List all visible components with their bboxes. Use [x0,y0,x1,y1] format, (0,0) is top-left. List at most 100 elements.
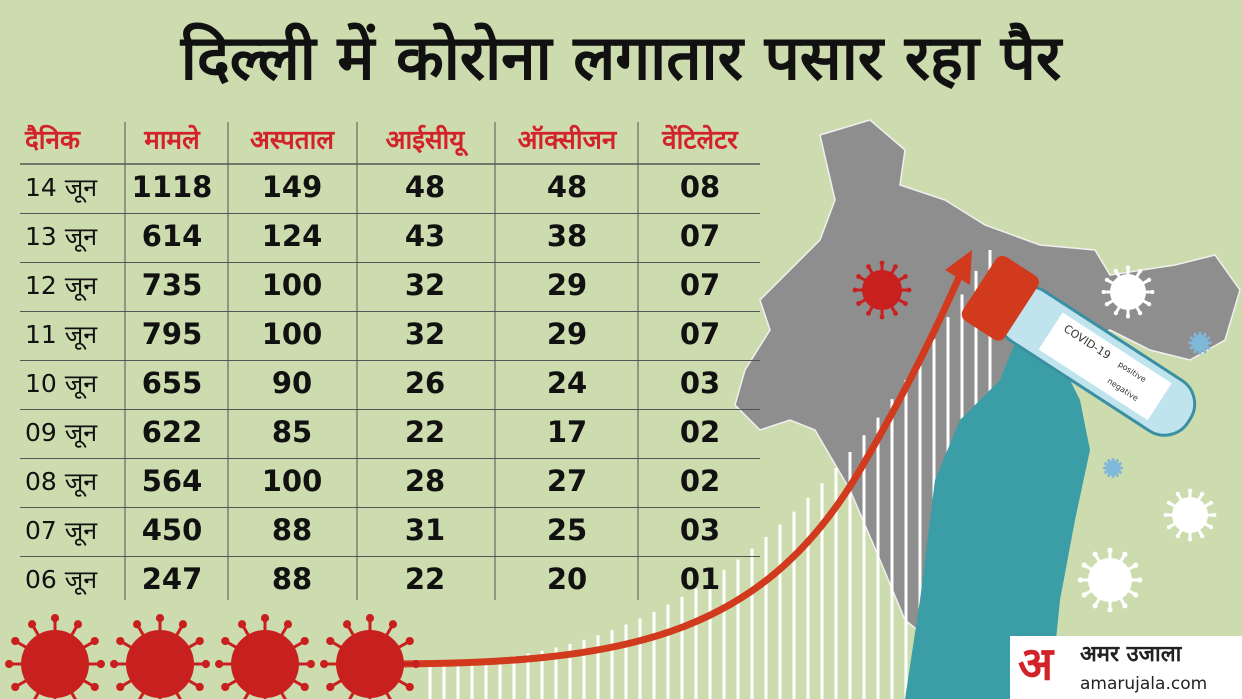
value-cell: 100 [262,268,323,302]
virus-tip [96,659,105,669]
logo-mark: अ [1018,637,1055,691]
virus-tip [1104,301,1110,307]
value-cell: 02 [680,464,720,498]
virus-tip [73,620,83,629]
virus-body [1088,558,1132,602]
header-cell: मामले [143,125,201,156]
date-cell: 14 जून [25,173,98,203]
table: दैनिक मामले अस्पताल आईसीयू ऑक्सीजन वेंटिलेटर 1… [20,122,760,600]
virus-tip [1166,500,1172,506]
logo-url: amarujala.com [1080,674,1207,694]
virus-tip [1150,289,1155,295]
value-cell: 07 [680,268,720,302]
value-cell: 43 [405,219,445,253]
value-cell: 31 [405,513,445,547]
date-cell: 06 जून [25,565,98,595]
virus-body [1106,461,1120,475]
virus-tip [1107,458,1110,461]
value-cell: 24 [547,366,587,400]
virus-tip [1212,512,1217,518]
virus-tip [1092,603,1098,609]
tube-cap [961,255,1039,341]
virus-tip [1077,577,1083,583]
trend-arrow [379,273,964,668]
value-cell: 20 [547,562,587,596]
value-cell: 01 [680,562,720,596]
virus-tip [1187,537,1193,542]
virus-tip [1199,352,1201,355]
virus-body [862,270,902,310]
virus-tip [1146,301,1152,307]
virus-tip [300,682,309,692]
value-cell: 32 [405,317,445,351]
value-cell: 08 [680,170,720,204]
virus-tip [1107,547,1113,553]
date-cell: 13 जून [25,222,98,252]
virus-tip [1208,336,1211,339]
virus-tip [1189,336,1192,339]
virus-tip [320,659,329,669]
virus-tip [1199,331,1201,334]
virus-tip [1209,342,1212,344]
date-cell: 08 जून [25,467,98,497]
virus-tip [1133,562,1139,568]
virus-tip [1175,533,1181,539]
value-cell: 29 [547,317,587,351]
value-cell: 100 [262,464,323,498]
virus-body [231,630,299,698]
virus-tip [1101,289,1106,295]
virus-tip [902,301,908,306]
virus-tip [411,659,420,669]
value-cell: 22 [405,415,445,449]
virus-tip [116,682,125,692]
virus-tip [90,636,99,646]
virus-tip [1122,551,1128,557]
virus-tip [1103,471,1106,474]
virus-tip [237,620,247,629]
virus-tip [1107,607,1113,613]
date-cell: 07 जून [25,516,98,546]
virus-tip [1116,475,1119,478]
virus-tip [1104,277,1110,283]
value-cell: 48 [405,170,445,204]
glove [905,320,1090,699]
virus-tip [405,636,414,646]
value-cell: 124 [262,219,323,253]
virus-tip [1107,475,1110,478]
value-cell: 17 [547,415,587,449]
virus-tip [306,659,315,669]
virus-tip [1081,562,1087,568]
virus-tip [405,682,414,692]
value-cell: 25 [547,513,587,547]
logo-box [1010,636,1242,699]
virus-body [1172,497,1208,533]
value-cell: 38 [547,219,587,253]
value-cell: 27 [547,464,587,498]
virus-tip [155,614,165,623]
value-cell: 622 [142,415,203,449]
value-cell: 26 [405,366,445,400]
virus-tip [1137,577,1143,583]
header-cell: वेंटिलेटर [661,125,739,156]
date-cell: 10 जून [25,369,98,399]
virus-tip [1208,500,1214,506]
virus-tip [893,310,898,316]
value-cell: 28 [405,464,445,498]
value-cell: 564 [142,464,203,498]
value-cell: 22 [405,562,445,596]
virus-tip [856,301,862,306]
value-cell: 614 [142,219,203,253]
virus-tip [201,659,210,669]
value-cell: 88 [272,562,312,596]
virus-tip [50,614,60,623]
virus-tip [11,682,20,692]
header-cell: ऑक्सीजन [518,125,618,156]
header-cell: दैनिक [24,125,81,156]
virus-tip [1103,462,1106,465]
virus-tip [365,614,375,623]
logo-name: अमर उजाला [1080,642,1183,667]
value-cell: 100 [262,317,323,351]
value-cell: 07 [680,317,720,351]
virus-tip [1146,277,1152,283]
viruses [5,260,1217,699]
